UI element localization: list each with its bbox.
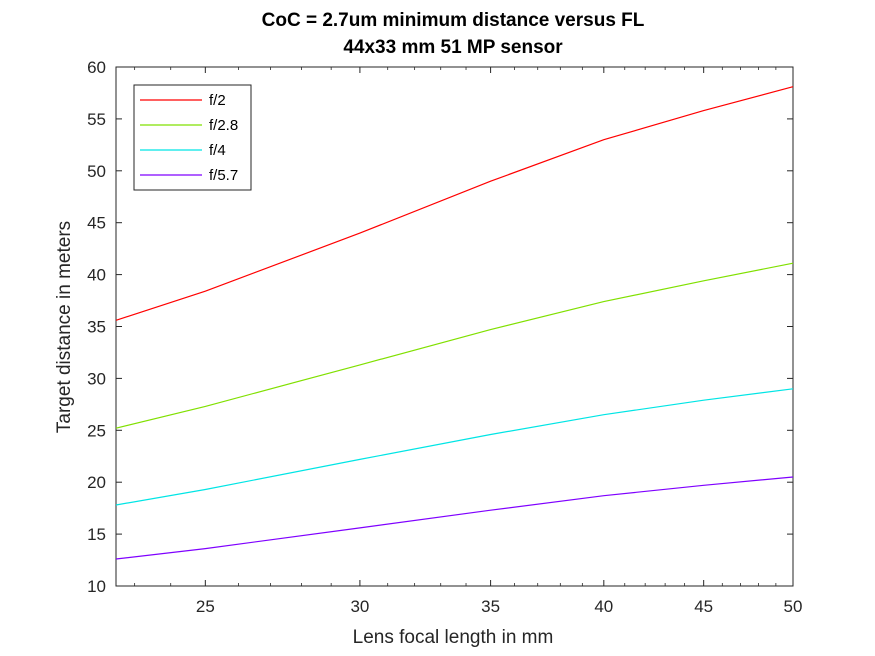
chart-title-line-1: CoC = 2.7um minimum distance versus FL xyxy=(262,10,645,31)
series-line-f-2-8 xyxy=(115,262,794,429)
x-tick-label: 30 xyxy=(350,597,369,616)
series-line-f-5-7 xyxy=(115,476,794,560)
x-tick-label: 50 xyxy=(784,597,803,616)
y-tick-label: 40 xyxy=(87,266,106,285)
series-line-f-2 xyxy=(115,86,794,321)
y-tick-label: 35 xyxy=(87,318,106,337)
x-tick-label: 40 xyxy=(594,597,613,616)
legend-label: f/5.7 xyxy=(209,167,238,184)
y-tick-label: 60 xyxy=(87,58,106,77)
x-tick-label: 35 xyxy=(481,597,500,616)
legend-label: f/2.8 xyxy=(209,117,238,134)
y-tick-label: 30 xyxy=(87,369,106,388)
y-tick-label: 50 xyxy=(87,162,106,181)
legend-label: f/4 xyxy=(209,142,226,159)
y-tick-label: 10 xyxy=(87,577,106,596)
x-tick-label: 45 xyxy=(694,597,713,616)
y-tick-label: 55 xyxy=(87,110,106,129)
y-tick-label: 15 xyxy=(87,525,106,544)
y-tick-label: 20 xyxy=(87,473,106,492)
y-axis-label: Target distance in meters xyxy=(54,221,75,433)
legend-label: f/2 xyxy=(209,92,226,109)
legend-box xyxy=(133,84,252,191)
y-tick-label: 25 xyxy=(87,421,106,440)
x-axis-label: Lens focal length in mm xyxy=(353,627,554,648)
series-line-f-4 xyxy=(115,388,794,506)
x-tick-label: 25 xyxy=(196,597,215,616)
legend: f/2 f/2.8 f/4 f/5.7 xyxy=(133,84,252,191)
chart-title-line-2: 44x33 mm 51 MP sensor xyxy=(343,37,563,58)
y-tick-label: 45 xyxy=(87,214,106,233)
